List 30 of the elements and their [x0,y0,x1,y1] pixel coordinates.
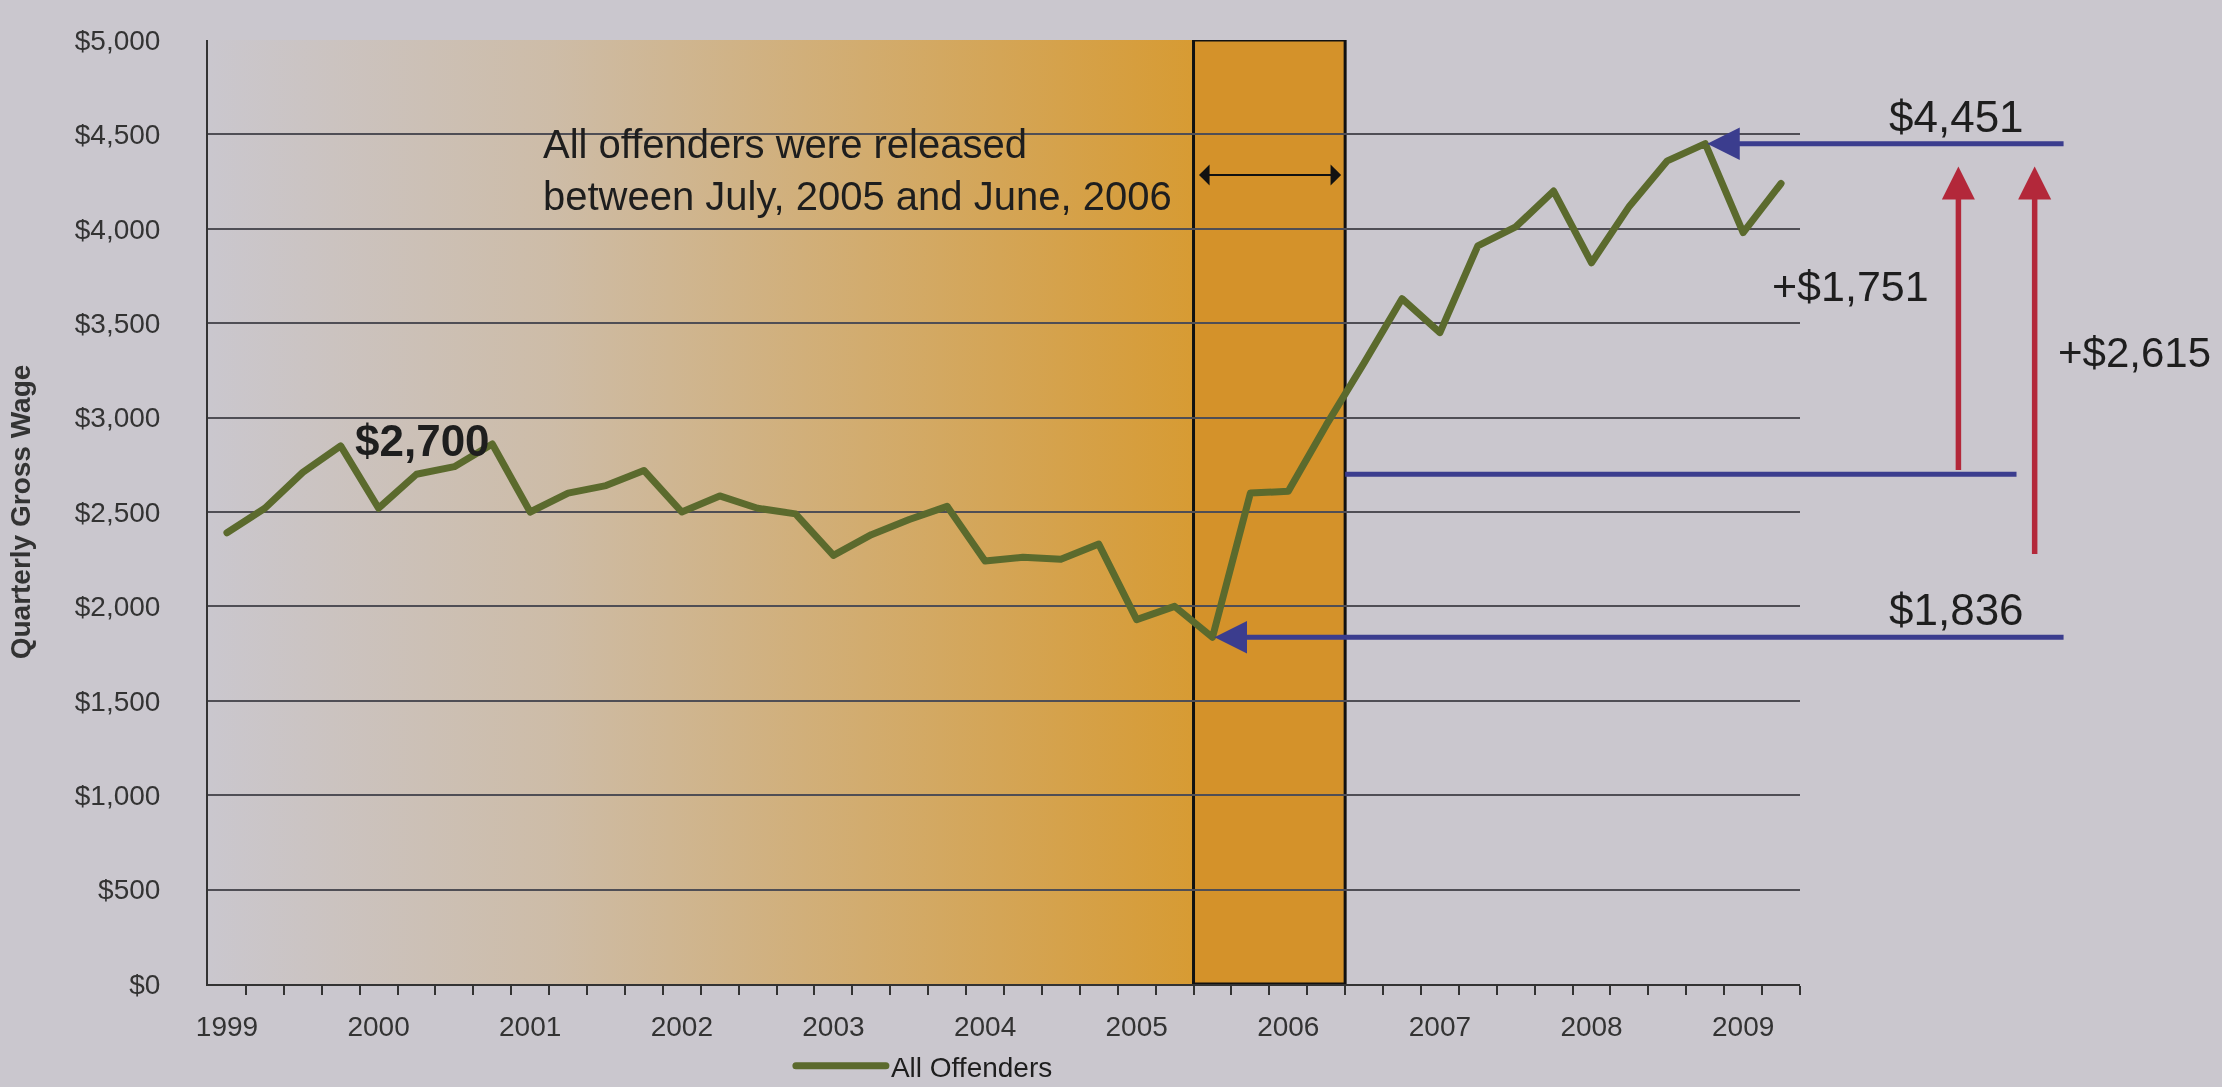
y-tick-label: $4,500 [74,119,161,151]
x-tick-label: 2008 [1560,1010,1623,1042]
text: +$2,615 [2058,329,2211,376]
annotation: +$1,751 [1772,262,1929,310]
annotation: $4,451 [1889,92,2024,141]
x-tick-label: 2000 [347,1010,410,1042]
band-label: All offenders were released between July, 2005 and June, 2006 [543,122,1172,218]
y-tick-label: $4,000 [74,213,161,245]
x-tick-label: 2005 [1105,1010,1168,1042]
y-tick-label: $2,500 [74,496,161,528]
x-tick-label: 2007 [1408,1010,1472,1042]
annotation: $2,700 [355,416,490,465]
y-tick-label: $3,000 [74,402,161,434]
y-tick-label: $0 [129,968,161,1000]
x-tick-label: 2006 [1257,1010,1320,1042]
x-tick-label: 2001 [499,1010,562,1042]
y-axis-title: Quarterly Gross Wage [4,364,36,660]
y-tick-label: $500 [98,874,161,906]
y-tick-label: $2,000 [74,591,161,623]
x-tick-label: 2004 [953,1010,1017,1042]
x-tick-label: 2002 [650,1010,713,1042]
annotation: $1,836 [1889,585,2024,634]
x-tick-label: 2009 [1711,1010,1775,1042]
y-tick-label: $1,000 [74,780,161,811]
legend-label: All Offenders [890,1051,1053,1083]
x-tick-label: 2003 [802,1010,865,1042]
x-tick-label: 1999 [195,1010,259,1042]
y-tick-label: $3,500 [74,308,161,339]
y-tick-label: $1,500 [74,685,161,717]
y-tick-label: $5,000 [74,24,161,56]
